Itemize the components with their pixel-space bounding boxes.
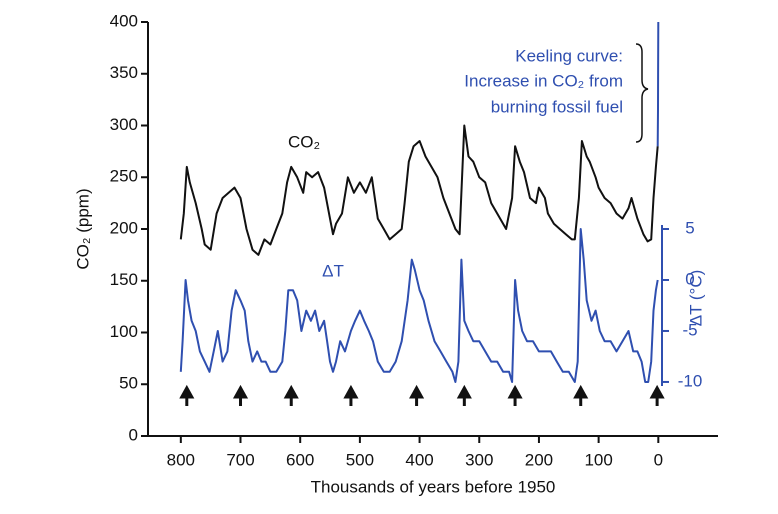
y-tick-label: 0 (129, 425, 138, 444)
series-line (179, 124, 659, 256)
arrow (573, 384, 589, 406)
x-tick-label: 0 (654, 450, 663, 469)
arrow (409, 384, 425, 406)
arrow (232, 384, 249, 406)
y-tick-label: 250 (110, 167, 138, 186)
annotation: ΔT (322, 261, 344, 280)
y2-tick-label: -5 (682, 320, 697, 339)
y-axis-label: CO₂ (ppm) (73, 188, 92, 269)
series-line (179, 228, 659, 383)
x-tick-label: 700 (226, 450, 254, 469)
arrow (456, 384, 472, 406)
y2-tick-label: -10 (678, 371, 703, 390)
brace (635, 43, 649, 143)
x-tick-label: 800 (167, 450, 195, 469)
y-tick-label: 100 (110, 322, 138, 341)
annotation: Keeling curve: (515, 46, 623, 65)
x-tick-label: 200 (525, 450, 553, 469)
arrow (649, 384, 665, 406)
x-tick-label: 500 (346, 450, 374, 469)
x-tick-label: 400 (405, 450, 433, 469)
y-tick-label: 350 (110, 63, 138, 82)
arrow (507, 384, 523, 406)
y-tick-label: 150 (110, 270, 138, 289)
x-tick-label: 300 (465, 450, 493, 469)
annotation: CO₂ (288, 132, 320, 151)
x-axis-label: Thousands of years before 1950 (311, 477, 556, 496)
arrow (179, 384, 195, 406)
y-tick-label: 300 (110, 115, 138, 134)
annotation: Increase in CO₂ from (464, 71, 623, 90)
series-line (656, 21, 660, 147)
y2-tick-label: 0 (685, 269, 694, 288)
x-tick-label: 600 (286, 450, 314, 469)
y2-tick-label: 5 (685, 218, 694, 237)
x-tick-label: 100 (584, 450, 612, 469)
y-tick-label: 50 (119, 374, 138, 393)
y-tick-label: 200 (110, 218, 138, 237)
y-tick-label: 400 (110, 11, 138, 30)
arrow (283, 384, 299, 406)
annotation: burning fossil fuel (491, 97, 623, 116)
y2-axis-label: ΔT (°C) (686, 270, 705, 327)
arrow (343, 384, 359, 406)
